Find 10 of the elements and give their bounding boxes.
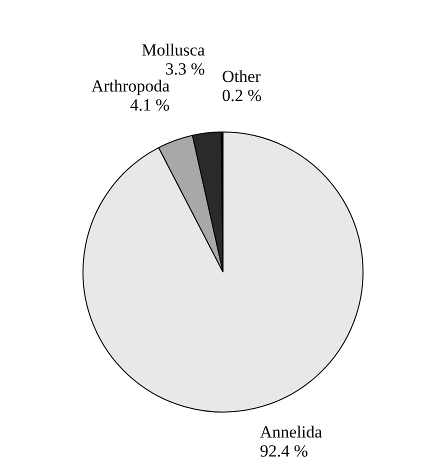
data-label: 4.1 %	[130, 95, 170, 114]
data-label: 0.2 %	[222, 86, 262, 106]
slice-label: Arthropoda	[91, 76, 170, 96]
slice-label: Other	[222, 67, 262, 86]
pie-slice	[158, 134, 224, 272]
slice-label: Mollusca	[142, 40, 206, 60]
slice-label: Annelida	[260, 422, 323, 442]
data-label: 3.3 %	[165, 59, 205, 78]
data-label: 92.4 %	[260, 442, 308, 461]
pie-slice	[82, 132, 364, 412]
